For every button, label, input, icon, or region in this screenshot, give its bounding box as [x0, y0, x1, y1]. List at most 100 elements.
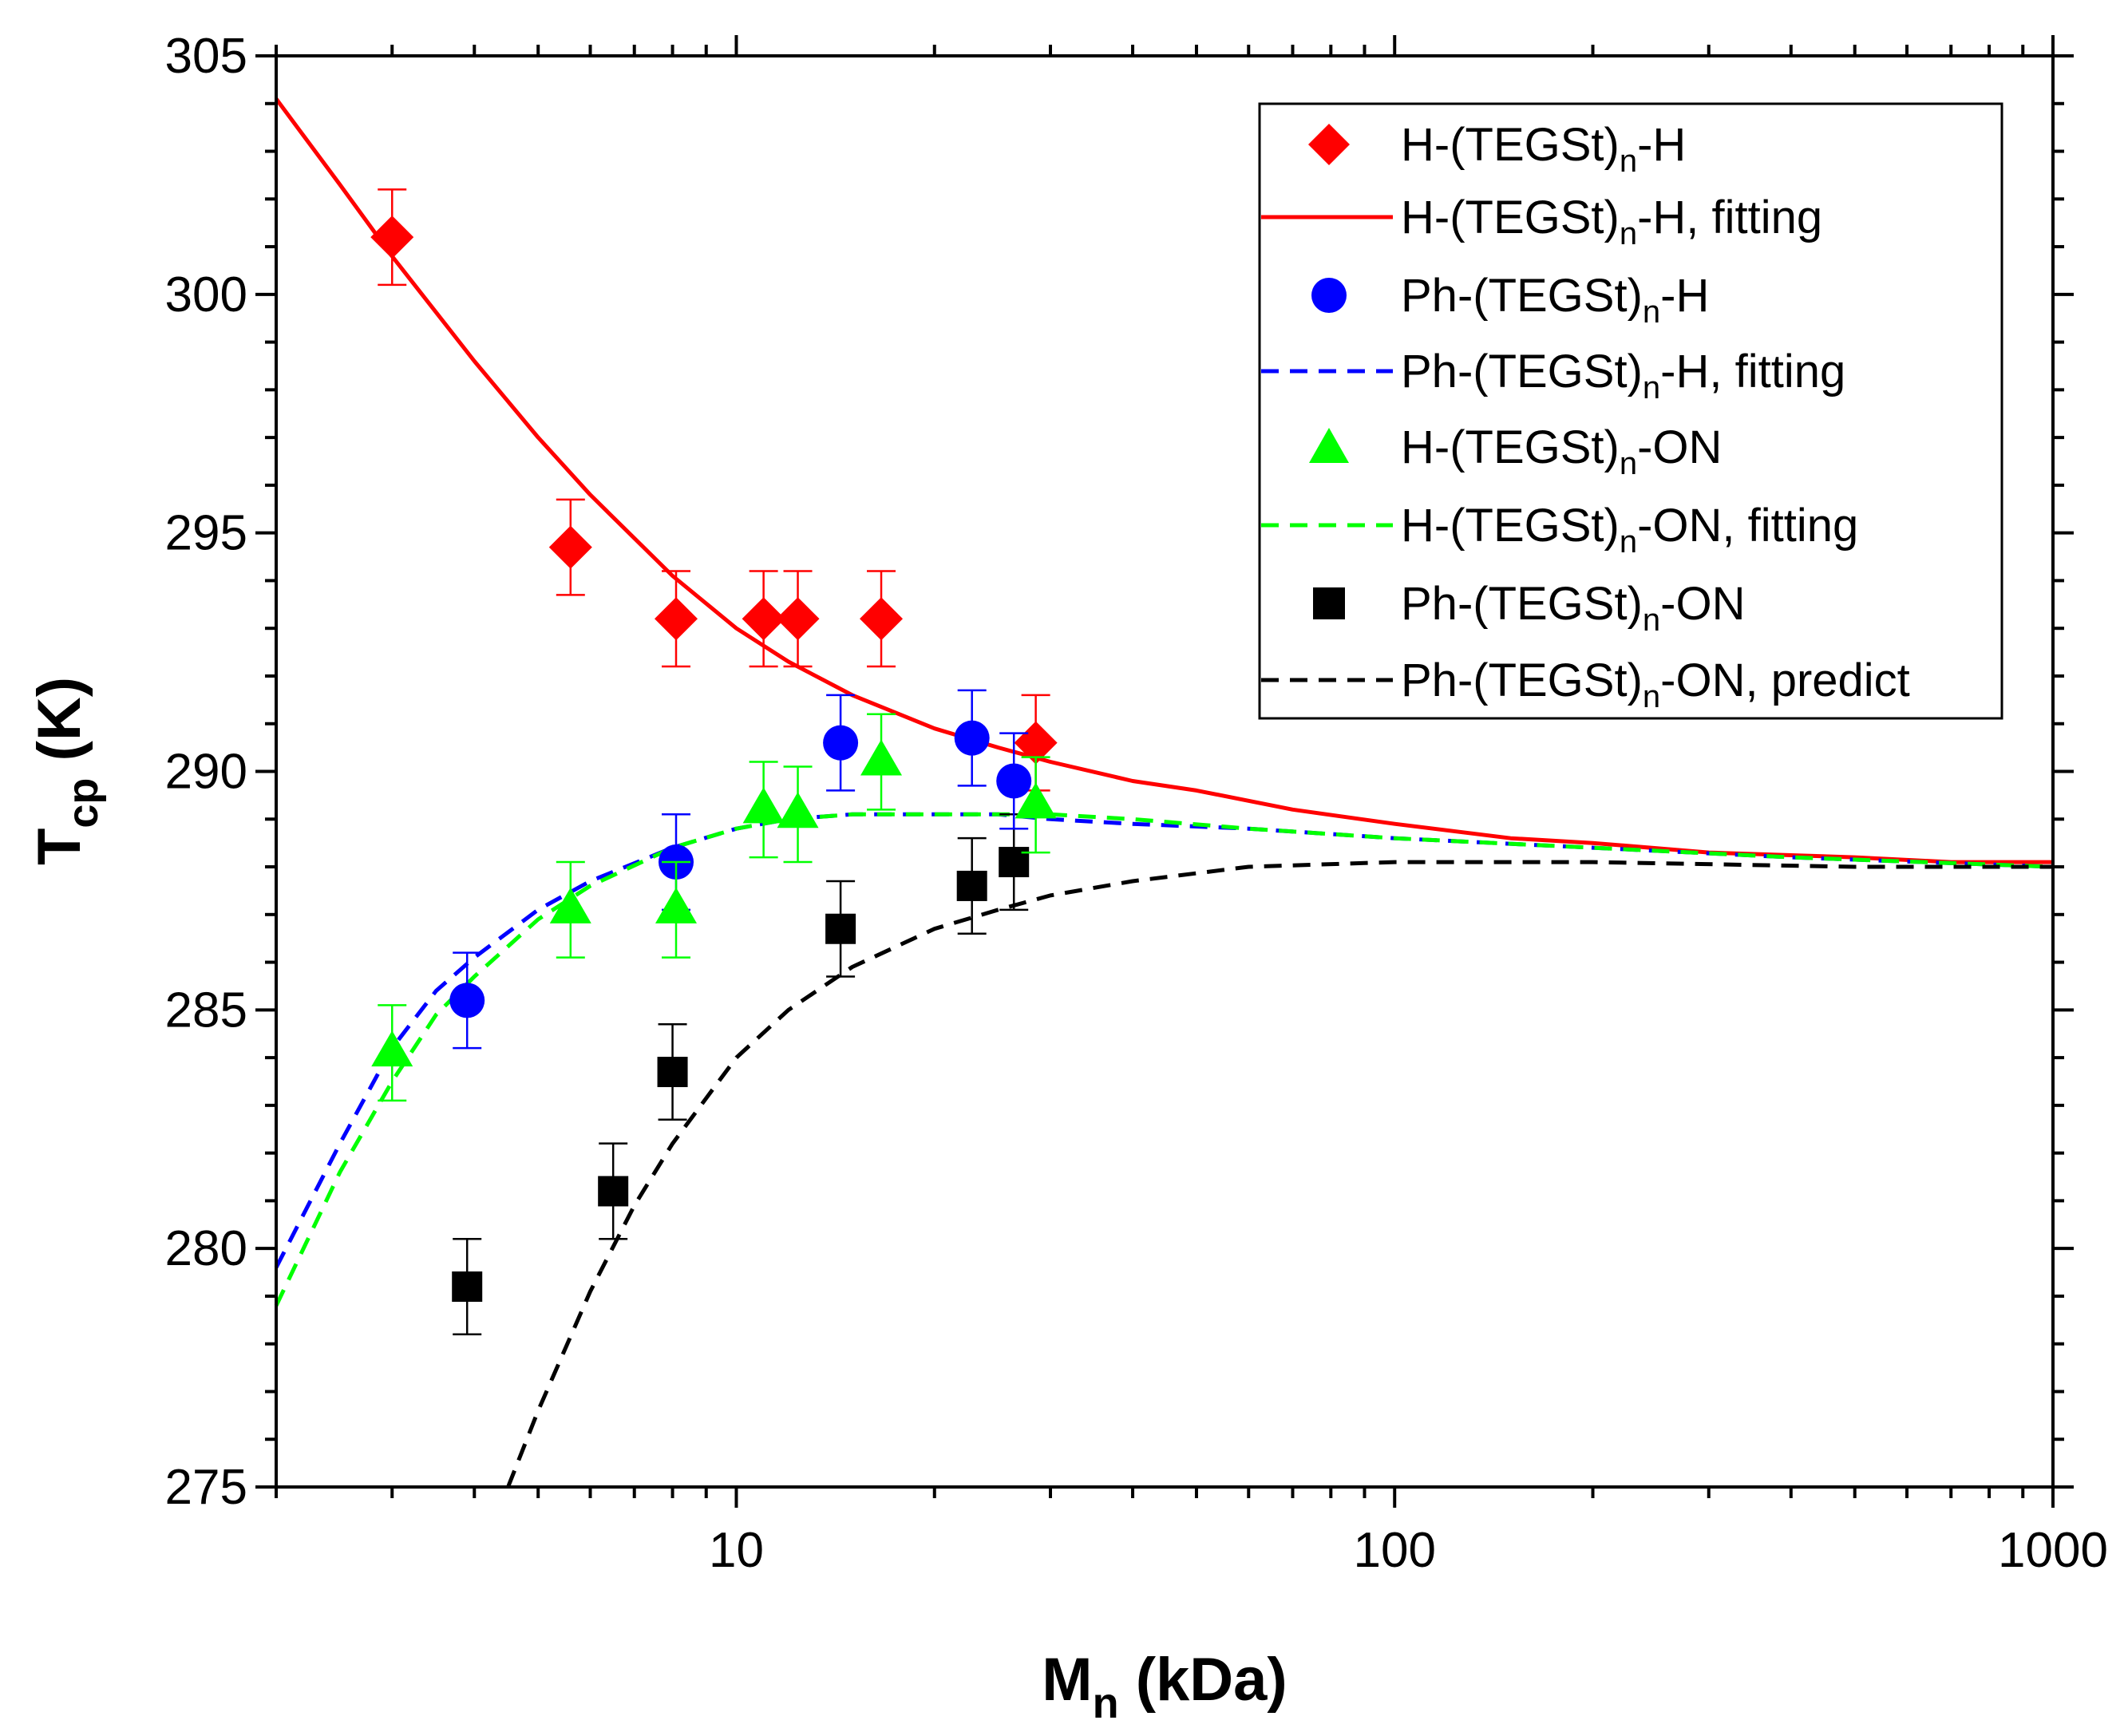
- legend-entry-ph-h-fit: Ph-(TEGSt)n-H, fitting: [1261, 346, 1845, 405]
- h-on-point: [742, 761, 785, 859]
- ph-h-marker: [823, 725, 859, 761]
- h-h-point: [655, 570, 698, 668]
- legend-label-ph-h-fit-post: -H, fitting: [1660, 346, 1845, 397]
- legend-swatch-h-h: [1308, 124, 1350, 165]
- legend-label-ph-h-fit-pre: Ph-(TEGSt): [1401, 346, 1643, 397]
- legend-label-h-on-pre: H-(TEGSt): [1401, 421, 1620, 473]
- legend-label-ph-on-sub: n: [1643, 603, 1660, 638]
- ph-on-marker: [825, 913, 856, 944]
- legend-label-h-h-post: -H: [1637, 119, 1686, 171]
- legend-box: [1258, 102, 2003, 720]
- ph-h-point: [449, 951, 485, 1050]
- ph-h-point: [823, 694, 859, 792]
- legend-label-ph-on-pred-sub: n: [1643, 679, 1660, 714]
- x-axis-title-main: M: [1042, 1646, 1092, 1714]
- y-axis-title-sub: cp: [59, 778, 107, 828]
- legend-swatch-ph-h: [1311, 278, 1347, 313]
- legend-label-ph-h-pre: Ph-(TEGSt): [1401, 270, 1643, 322]
- h-on-fit-curve: [274, 812, 2054, 1307]
- ph-on-marker: [999, 847, 1030, 878]
- ph-on-point: [598, 1142, 629, 1240]
- ph-on-point: [452, 1237, 483, 1335]
- legend-label-ph-h-fit: Ph-(TEGSt)n-H, fitting: [1401, 346, 1845, 405]
- h-on-point: [549, 860, 591, 959]
- h-on-marker: [742, 787, 785, 824]
- ph-h-point: [996, 732, 1032, 830]
- y-axis-title-rest: (K): [26, 677, 93, 778]
- legend-label-ph-h-fit-sub: n: [1643, 370, 1660, 405]
- legend-label-h-on-fit: H-(TEGSt)n-ON, fitting: [1401, 500, 1858, 560]
- ph-h-fit-curve: [274, 812, 2054, 1269]
- legend-entry-ph-on: Ph-(TEGSt)n-ON: [1313, 578, 1746, 638]
- y-tick-label: 275: [165, 1460, 247, 1515]
- ph-h-marker: [449, 983, 485, 1018]
- h-on-marker: [655, 887, 698, 923]
- x-axis-title: Mn (kDa): [1042, 1646, 1287, 1727]
- legend-label-ph-h: Ph-(TEGSt)n-H: [1401, 270, 1709, 330]
- legend-label-h-on-fit-sub: n: [1620, 524, 1637, 560]
- h-h-marker: [742, 597, 785, 641]
- legend-entry-ph-h: Ph-(TEGSt)n-H: [1311, 270, 1709, 330]
- h-on-marker: [860, 739, 903, 776]
- y-tick-label: 295: [165, 506, 247, 561]
- h-h-point: [860, 570, 904, 668]
- legend-label-ph-on-post: -ON: [1660, 578, 1745, 630]
- h-on-point: [777, 765, 819, 864]
- legend-label-h-h-fit-pre: H-(TEGSt): [1401, 192, 1620, 243]
- legend-swatch-h-on: [1309, 428, 1349, 463]
- h-h-marker: [776, 597, 820, 641]
- ph-h-point: [954, 689, 990, 787]
- ph-on-point: [825, 880, 856, 978]
- h-on-point: [655, 860, 698, 959]
- legend: H-(TEGSt)n-H H-(TEGSt)n-H, fitting Ph-(T…: [1258, 102, 2003, 720]
- legend-label-h-on-post: -ON: [1637, 421, 1722, 473]
- legend-entry-h-h-fit: H-(TEGSt)n-H, fitting: [1261, 192, 1822, 251]
- legend-label-h-h-fit: H-(TEGSt)n-H, fitting: [1401, 192, 1822, 251]
- y-tick-label: 285: [165, 983, 247, 1038]
- h-on-point: [860, 713, 903, 811]
- axes: 275 280 285 290 295 300 305 10 100 1000: [165, 29, 2108, 1578]
- x-tick-label: 1000: [1998, 1523, 2108, 1578]
- h-on-point: [1015, 756, 1057, 854]
- y-tick-label: 290: [165, 745, 247, 800]
- h-h-marker: [860, 597, 904, 641]
- legend-entry-h-h: H-(TEGSt)n-H: [1308, 119, 1686, 179]
- h-on-marker: [1015, 782, 1057, 819]
- ph-on-marker: [452, 1271, 483, 1302]
- legend-entry-h-on-fit: H-(TEGSt)n-ON, fitting: [1261, 500, 1858, 560]
- ph-on-marker: [598, 1176, 629, 1207]
- y-tick-label: 305: [165, 29, 247, 84]
- h-h-marker: [548, 525, 592, 569]
- legend-label-ph-on-pred-pre: Ph-(TEGSt): [1401, 654, 1643, 706]
- legend-label-h-on-fit-pre: H-(TEGSt): [1401, 500, 1620, 552]
- y-axis-title-main: T: [26, 828, 93, 865]
- h-on-marker: [371, 1030, 413, 1067]
- h-h-point: [548, 498, 592, 596]
- ph-on-point: [956, 836, 987, 935]
- h-h-marker: [1014, 721, 1058, 765]
- legend-label-h-on: H-(TEGSt)n-ON: [1401, 421, 1722, 481]
- legend-label-ph-h-sub: n: [1643, 295, 1660, 330]
- ph-h-marker: [996, 763, 1032, 799]
- h-h-point: [776, 570, 820, 668]
- legend-label-ph-on-pred: Ph-(TEGSt)n-ON, predict: [1401, 654, 1910, 714]
- h-h-point: [370, 188, 414, 287]
- legend-swatch-ph-on: [1313, 587, 1345, 619]
- legend-label-h-h-fit-post: -H, fitting: [1637, 192, 1822, 243]
- x-tick-label: 10: [709, 1523, 764, 1578]
- data-points: [370, 188, 1058, 1335]
- legend-label-ph-on-pred-post: -ON, predict: [1660, 654, 1910, 706]
- fit-curves: [274, 97, 2054, 1488]
- legend-label-h-h: H-(TEGSt)n-H: [1401, 119, 1686, 179]
- h-on-point: [371, 1004, 413, 1102]
- ph-on-marker: [657, 1057, 688, 1088]
- x-tick-label: 100: [1354, 1523, 1436, 1578]
- legend-label-ph-h-post: -H: [1660, 270, 1709, 322]
- legend-label-h-h-fit-sub: n: [1620, 216, 1637, 251]
- h-on-marker: [549, 887, 591, 923]
- h-h-marker: [655, 597, 698, 641]
- ph-h-marker: [954, 720, 990, 756]
- legend-entry-h-on: H-(TEGSt)n-ON: [1309, 421, 1722, 481]
- ph-on-marker: [956, 870, 987, 901]
